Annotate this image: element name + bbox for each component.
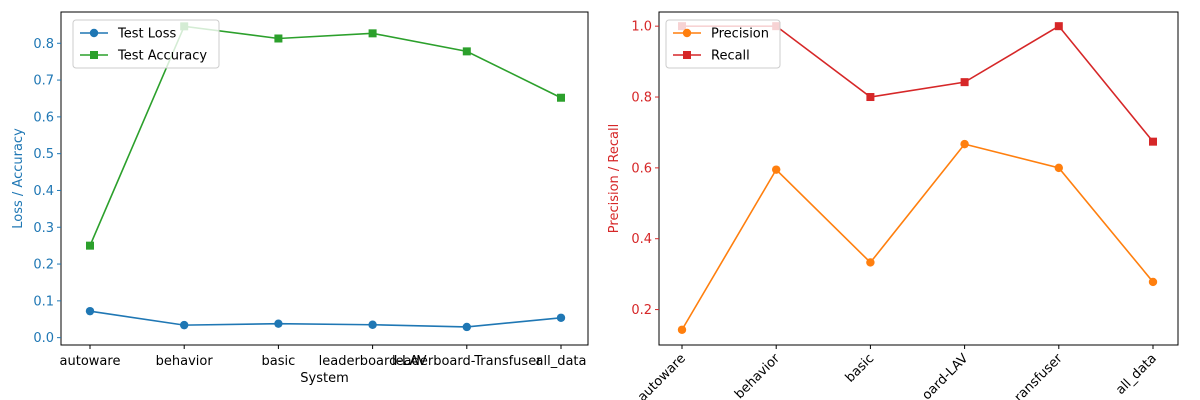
y-tick-label: 0.2 bbox=[631, 303, 652, 318]
legend-label-precision: Precision bbox=[711, 27, 769, 42]
data-point-test-accuracy bbox=[368, 29, 377, 38]
data-point-recall bbox=[1054, 22, 1063, 31]
series-test-loss bbox=[85, 306, 566, 332]
x-tick-label: basic bbox=[843, 351, 877, 385]
x-tick-label: ransfuser bbox=[1012, 351, 1066, 400]
legend-marker-test-accuracy bbox=[90, 51, 98, 59]
data-point-recall bbox=[1149, 137, 1157, 146]
y-tick-label: 0.8 bbox=[631, 91, 652, 106]
data-point-test-loss bbox=[556, 313, 566, 322]
y-tick-label: 0.4 bbox=[631, 232, 652, 247]
chart-2: 0.2 0.4 0.6 0.8 1.0 autoware behavior basic oard… bbox=[607, 11, 1179, 400]
x-tick-label: all_data bbox=[536, 354, 587, 369]
plot-area bbox=[658, 11, 1179, 346]
y-tick-label: 1.0 bbox=[631, 20, 652, 35]
data-point-test-loss bbox=[462, 322, 471, 332]
x-tick-label: autoware bbox=[60, 354, 121, 369]
legend-label-test-accuracy: Test Accuracy bbox=[117, 49, 207, 64]
data-point-test-accuracy bbox=[86, 241, 94, 250]
y-tick-label: 0.3 bbox=[33, 221, 54, 236]
y-tick-label: 0.4 bbox=[33, 184, 54, 199]
data-point-precision bbox=[866, 258, 875, 267]
legend: Precision Recall bbox=[665, 19, 781, 69]
data-point-precision bbox=[1148, 277, 1158, 287]
legend-box bbox=[72, 19, 220, 69]
legend-label-recall: Recall bbox=[711, 49, 750, 64]
x-tick-label: leaderboard-Transfuser bbox=[392, 354, 542, 369]
legend-marker-precision bbox=[682, 28, 692, 38]
plot-area bbox=[60, 11, 589, 346]
data-point-test-loss bbox=[85, 306, 95, 316]
y-tick-label: 0.6 bbox=[631, 161, 652, 176]
series-line-test-loss bbox=[89, 310, 562, 328]
data-point-precision bbox=[772, 165, 781, 174]
series-precision bbox=[677, 139, 1158, 334]
data-point-recall bbox=[866, 93, 875, 102]
x-axis-label: System bbox=[300, 371, 348, 386]
data-point-test-accuracy bbox=[557, 93, 565, 102]
y-tick-label: 0.7 bbox=[33, 74, 54, 89]
y-tick-label: 0.1 bbox=[33, 294, 54, 309]
x-tick-label: leaderboard-LAV bbox=[319, 354, 427, 369]
x-tick-label: autoware bbox=[635, 351, 689, 400]
y-tick-label: 0.2 bbox=[33, 258, 54, 273]
x-tick-label: oard-LAV bbox=[919, 351, 971, 400]
data-point-test-accuracy bbox=[462, 47, 471, 56]
x-tick-label: behavior bbox=[732, 351, 783, 400]
data-point-recall bbox=[960, 78, 969, 87]
data-point-test-accuracy bbox=[274, 34, 283, 43]
y-tick-label: 0.5 bbox=[33, 147, 54, 162]
x-tick-label: basic bbox=[262, 354, 296, 369]
series-line-precision bbox=[681, 143, 1154, 331]
legend-marker-test-loss bbox=[89, 28, 99, 38]
chart-1: 0.0 0.1 0.2 0.3 0.4 0.5 0.6 0.7 0.8 autoware behav… bbox=[11, 11, 589, 386]
data-point-precision bbox=[677, 325, 687, 334]
y-tick-label: 0.8 bbox=[33, 37, 54, 52]
data-point-precision bbox=[1054, 163, 1064, 173]
legend-box bbox=[665, 19, 781, 69]
y-axis-label: Precision / Recall bbox=[607, 124, 622, 233]
legend-label-test-loss: Test Loss bbox=[117, 27, 176, 42]
data-point-test-loss bbox=[368, 320, 377, 329]
legend-marker-recall bbox=[683, 51, 691, 59]
data-point-test-loss bbox=[274, 319, 283, 328]
y-tick-label: 0.6 bbox=[33, 110, 54, 125]
data-point-test-loss bbox=[180, 320, 189, 330]
y-axis-label: Loss / Accuracy bbox=[11, 128, 26, 229]
x-tick-label: all_data bbox=[1113, 351, 1160, 398]
y-tick-label: 0.0 bbox=[33, 331, 54, 346]
x-tick-label: behavior bbox=[156, 354, 214, 369]
data-point-precision bbox=[960, 139, 969, 149]
legend: Test Loss Test Accuracy bbox=[72, 19, 220, 69]
